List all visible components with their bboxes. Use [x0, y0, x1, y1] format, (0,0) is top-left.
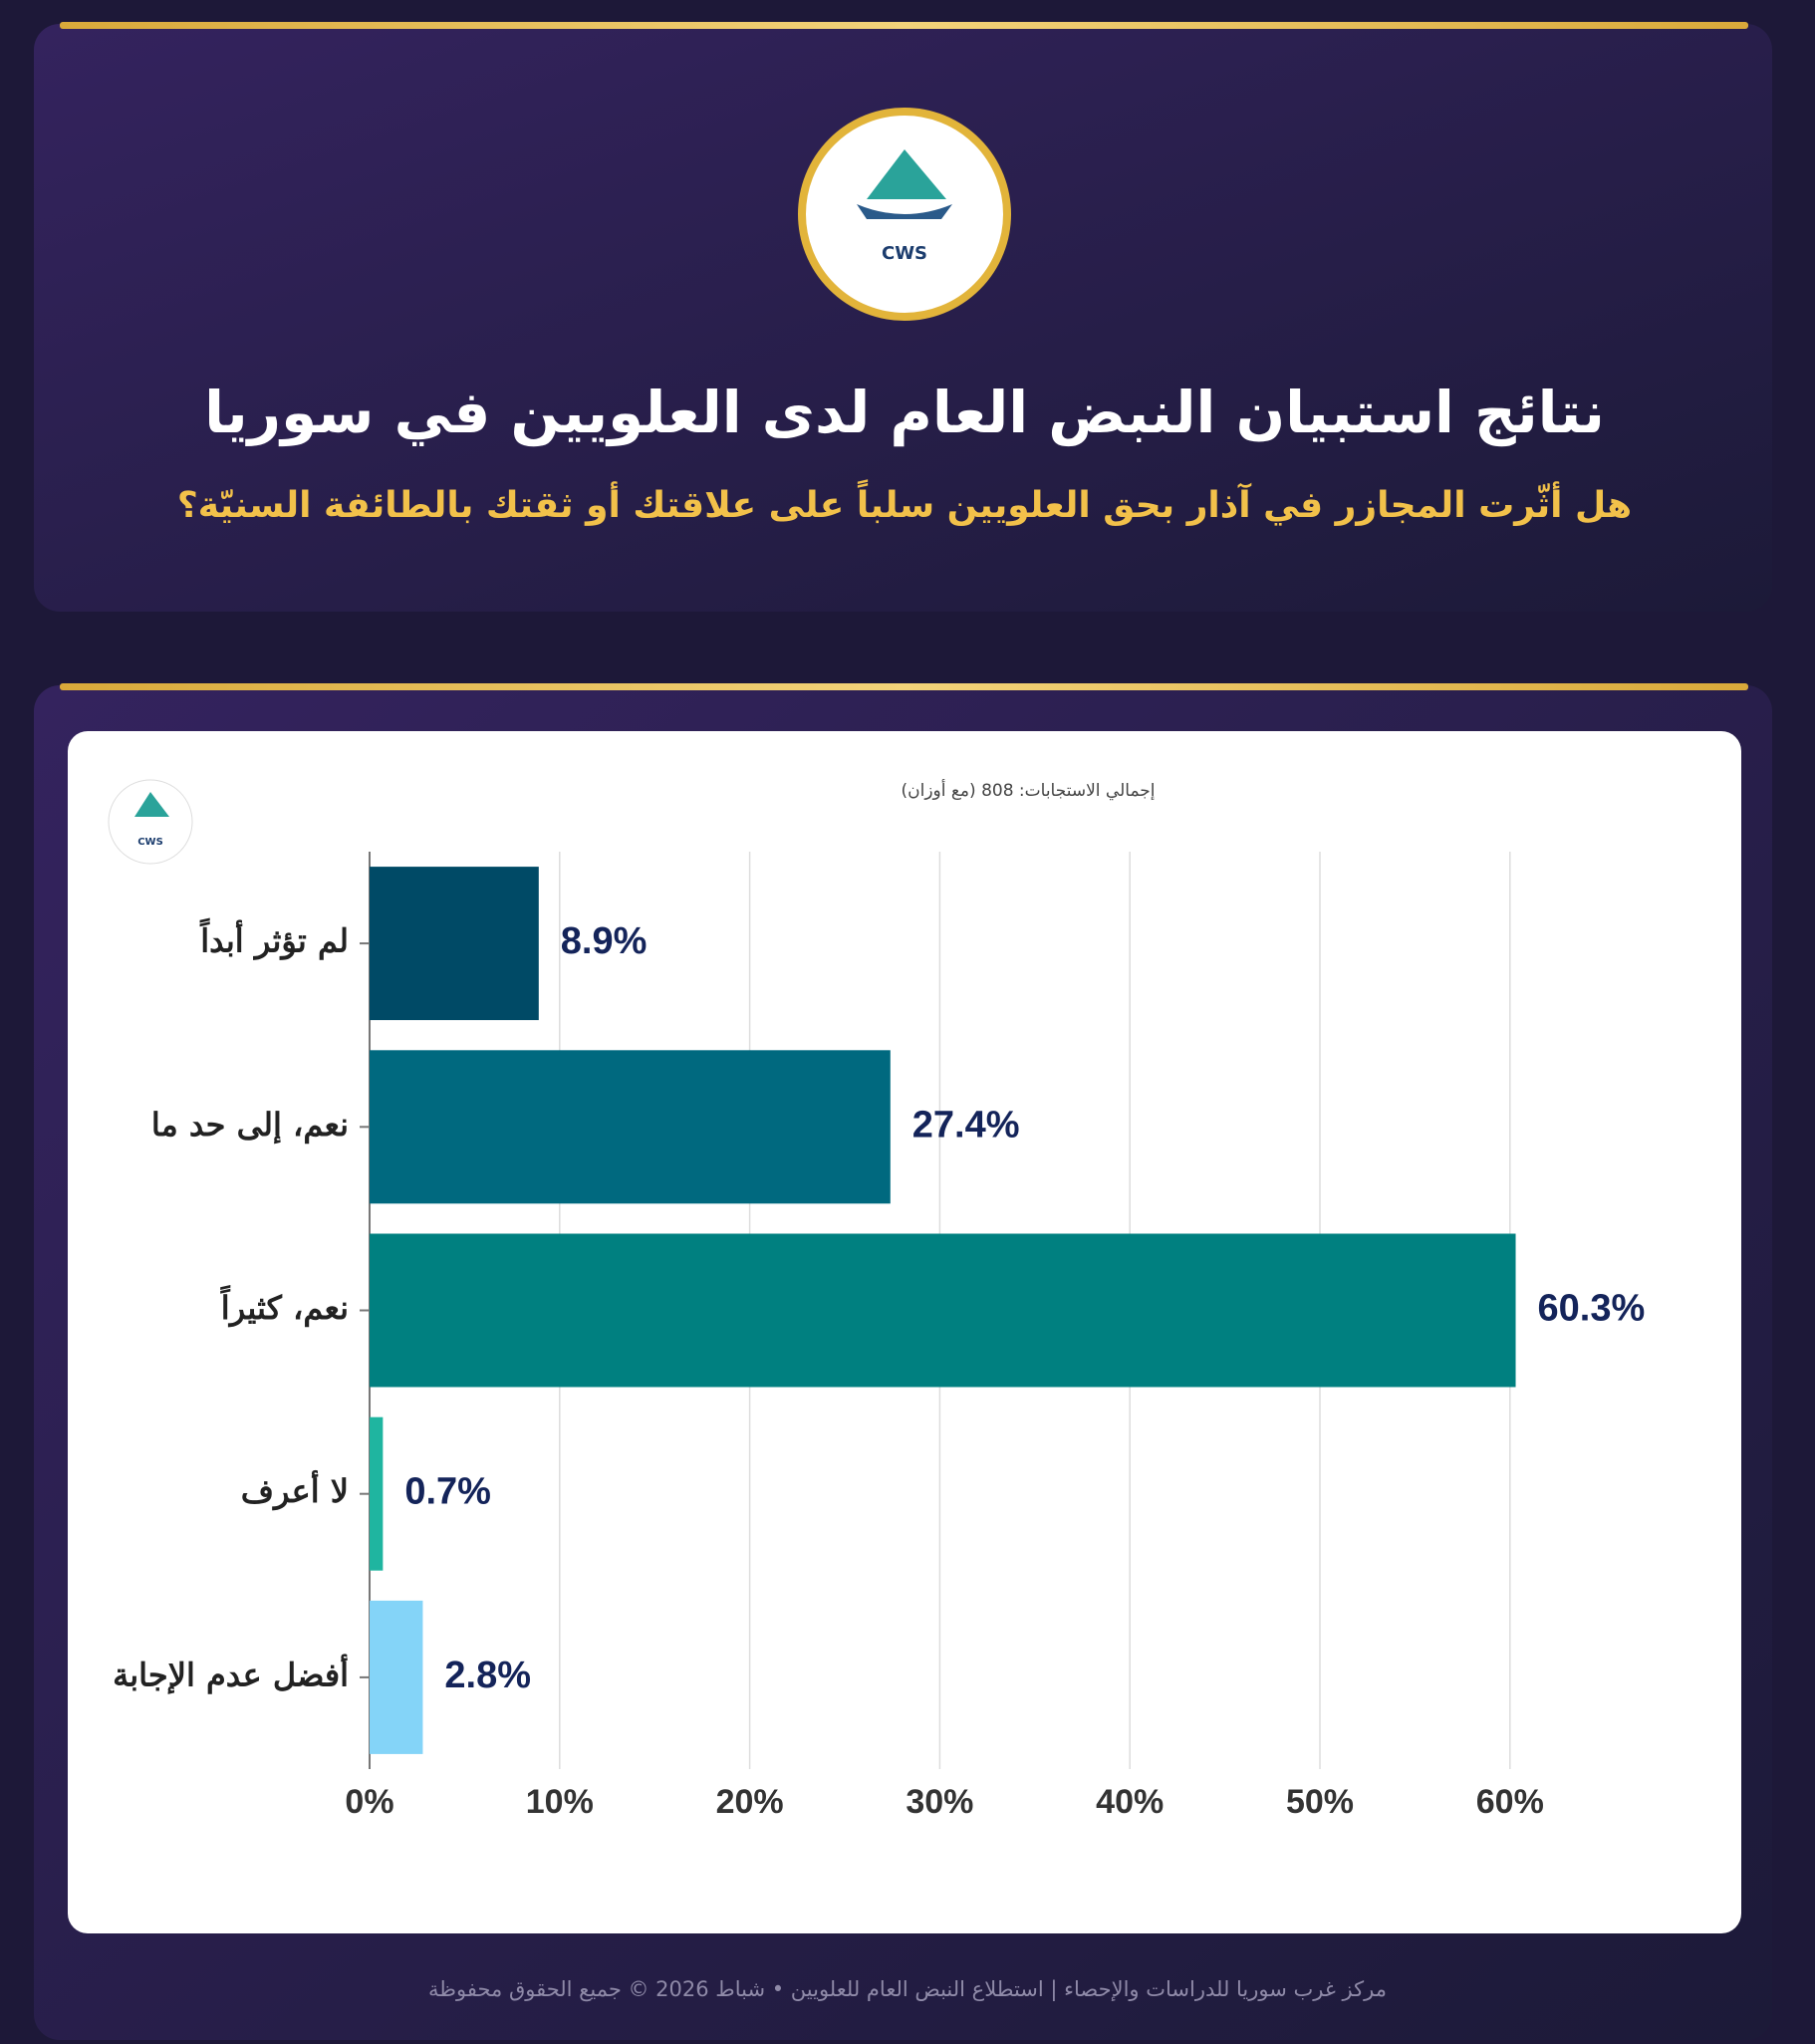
bar: [370, 1416, 384, 1571]
y-tick-label: لا أعرف: [241, 1469, 349, 1511]
value-label: 0.7%: [404, 1471, 491, 1513]
y-tick-label: أفضل عدم الإجابة: [113, 1653, 349, 1694]
bar: [370, 1600, 423, 1754]
x-tick-label: 20%: [716, 1783, 784, 1821]
value-label: 2.8%: [444, 1655, 531, 1696]
header-accent: [60, 22, 1748, 29]
y-tick-label: نعم، كثيراً: [219, 1284, 349, 1328]
x-tick-label: 50%: [1286, 1783, 1354, 1821]
x-tick-label: 40%: [1096, 1783, 1164, 1821]
logo-sail: [867, 149, 946, 199]
value-label: 8.9%: [561, 920, 648, 962]
plot: 0% 10% 20% 30% 40% 50% 60% لم تؤثر أبداً 8.9% نعم…: [113, 852, 1645, 1821]
value-label: 60.3%: [1538, 1288, 1646, 1330]
x-tick-label: 30%: [906, 1783, 973, 1821]
bar: [370, 1233, 1516, 1388]
small-logo-sail: [134, 792, 169, 817]
question: هل أثّرت المجازر في آذار بحق العلويين سل…: [177, 479, 1632, 526]
small-logo: [108, 779, 193, 865]
chart-accent: [60, 683, 1748, 690]
chart-subtitle: إجمالي الاستجابات: 808 (مع أوزان): [901, 779, 1155, 801]
bar: [370, 867, 539, 1021]
footer: مركز غرب سوريا للدراسات والإحصاء | استطل…: [428, 1977, 1387, 2002]
x-tick-label: 60%: [1476, 1783, 1544, 1821]
y-tick-label: نعم، إلى حد ما: [151, 1106, 349, 1145]
y-tick-label: لم تؤثر أبداً: [199, 917, 349, 961]
logo-text: CWS: [882, 243, 927, 264]
title: نتائج استبيان النبض العام لدى العلويين ف…: [204, 379, 1605, 447]
small-logo-text: CWS: [137, 837, 163, 848]
x-tick-label: 0%: [345, 1783, 393, 1821]
value-label: 27.4%: [912, 1104, 1020, 1146]
bar: [370, 1050, 891, 1204]
x-tick-label: 10%: [526, 1783, 594, 1821]
logo-ship: [857, 204, 952, 219]
